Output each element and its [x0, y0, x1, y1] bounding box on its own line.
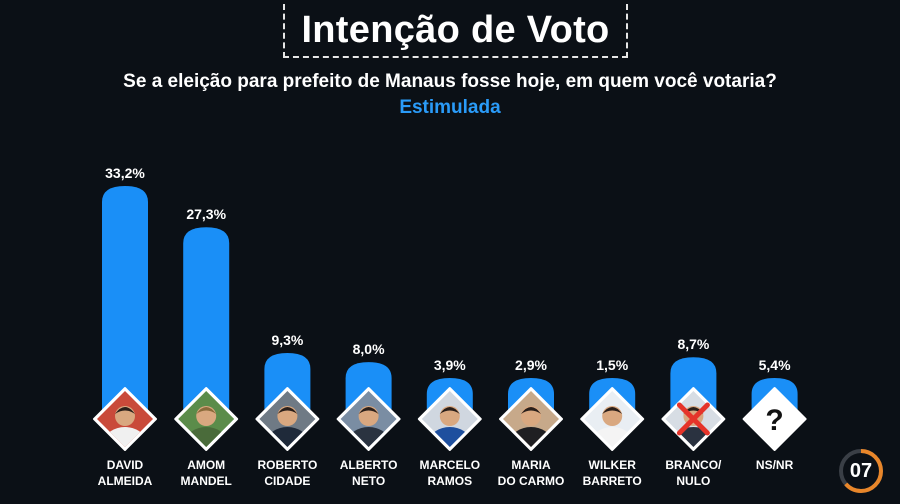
category-label: NULO — [676, 474, 710, 488]
category-label: BARRETO — [583, 474, 642, 488]
category-label: BRANCO/ — [665, 458, 722, 472]
page-number-badge: 07 — [836, 446, 886, 496]
page-title: Intenção de Voto — [301, 8, 610, 51]
chart-subtitle: Se a eleição para prefeito de Manaus fos… — [123, 71, 777, 92]
bar — [183, 227, 230, 418]
question-mark-icon: ? — [765, 404, 783, 437]
category-label: AMOM — [187, 458, 225, 472]
x-mark — [676, 402, 710, 436]
category-label: DAVID — [107, 458, 144, 472]
data-label: 8,0% — [353, 341, 385, 357]
data-label: 1,5% — [596, 357, 628, 373]
category-label: CIDADE — [264, 474, 310, 488]
category-label: RAMOS — [427, 474, 472, 488]
category-label: MARIA — [511, 458, 551, 472]
data-label: 33,2% — [105, 165, 145, 181]
page-number: 07 — [849, 459, 873, 482]
category-label: DO CARMO — [498, 474, 565, 488]
survey-type-label: Estimulada — [399, 97, 501, 118]
category-label: ALBERTO — [340, 458, 398, 472]
category-label: MANDEL — [181, 474, 232, 488]
category-label: ROBERTO — [258, 458, 318, 472]
progress-ring-icon — [839, 449, 883, 493]
data-label: 2,9% — [515, 357, 547, 373]
category-label: ALMEIDA — [98, 474, 153, 488]
data-label: 9,3% — [271, 332, 303, 348]
data-label: 5,4% — [759, 357, 791, 373]
category-label: MARCELO — [419, 458, 480, 472]
data-label: 27,3% — [186, 206, 226, 222]
title-box: Intenção de Voto — [283, 4, 628, 58]
avatar-frame — [742, 387, 807, 451]
category-label: NS/NR — [756, 458, 794, 472]
data-label: 3,9% — [434, 357, 466, 373]
bar — [102, 186, 148, 418]
category-label: WILKER — [589, 458, 637, 472]
data-label: 8,7% — [677, 336, 709, 352]
category-label: NETO — [352, 474, 385, 488]
